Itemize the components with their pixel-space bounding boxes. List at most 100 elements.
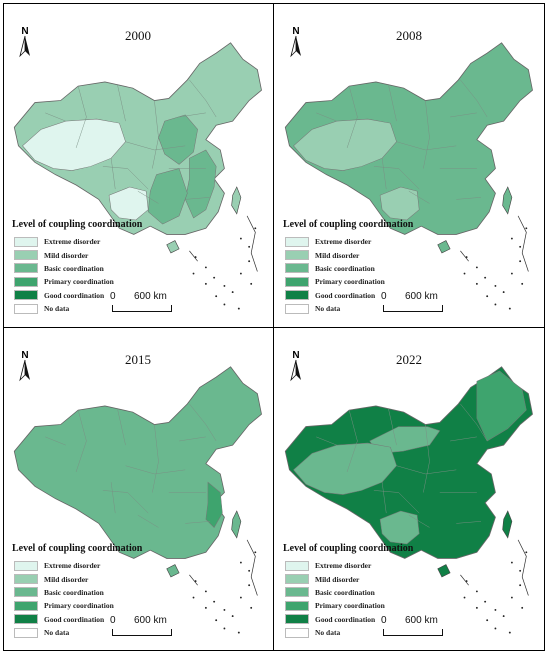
province-border (381, 482, 387, 514)
region-east-coast (185, 149, 217, 219)
province-border (75, 86, 87, 148)
island (502, 186, 513, 215)
province-border (373, 490, 420, 514)
legend-label: Basic coordination (44, 587, 104, 597)
region-tibet-qinghai (22, 118, 126, 171)
province-border (456, 197, 482, 200)
sea-island-dot (510, 561, 513, 564)
sea-island-dot (521, 282, 524, 285)
sea-island-dot (223, 627, 226, 630)
legend-swatch (14, 627, 38, 638)
legend: Extreme disorder Mild disorder Basic coord… (14, 235, 114, 315)
sea-island-dot (486, 619, 489, 622)
sea-island-dot (250, 606, 253, 609)
scale-distance: 600 km (405, 615, 438, 626)
province-border (125, 141, 186, 151)
scale-bar: 0 600 km (110, 291, 200, 319)
province-border (346, 86, 358, 148)
sea-island-dot (494, 627, 497, 630)
sea-island-dot (237, 631, 240, 634)
island (437, 564, 451, 578)
province-border (189, 403, 217, 442)
legend-swatch (285, 290, 309, 301)
province-border (450, 112, 477, 118)
province-border (346, 410, 358, 472)
sea-boundary-dash (460, 215, 529, 272)
province-border (450, 436, 477, 442)
region-jiangsu-zhejiang (205, 481, 223, 528)
map-panel-2000: 2000 N Level of coupling coordination Ex… (4, 4, 272, 326)
legend-swatch (285, 627, 309, 638)
legend-swatch (14, 614, 38, 625)
legend-title: Level of coupling coordination (283, 543, 414, 554)
north-arrow-icon: N (19, 350, 30, 382)
legend-label: Good coordination (315, 614, 376, 624)
sea-island-dot (239, 237, 242, 240)
island (231, 510, 242, 539)
province-border (456, 521, 482, 524)
province-border (179, 112, 206, 118)
province-border (45, 112, 66, 122)
province-border (110, 482, 116, 514)
sea-island-dot (463, 272, 466, 275)
province-border (117, 83, 126, 122)
sea-boundary-dash (189, 539, 258, 596)
province-border (152, 424, 159, 493)
legend-item: Primary coordination (285, 599, 385, 612)
province-border (125, 465, 186, 475)
province-border (185, 521, 211, 524)
legend-item: Extreme disorder (285, 235, 385, 248)
sea-island-dot (475, 266, 478, 269)
sea-island-dot (239, 272, 242, 275)
map-panel-2015: 2015 N Level of coupling coordination Ex… (4, 328, 272, 650)
china-map (13, 366, 262, 634)
province-border (460, 79, 488, 118)
legend-swatch (285, 587, 309, 598)
province-border (408, 190, 430, 204)
sea-island-dot (484, 276, 487, 279)
sea-island-dot (525, 551, 528, 554)
scale-bar: 0 600 km (381, 615, 471, 643)
sea-island-dot (502, 615, 505, 618)
sea-island-dot (519, 584, 522, 587)
legend-label: Basic coordination (44, 263, 104, 273)
legend-swatch (14, 250, 38, 261)
legend-item: Good coordination (14, 289, 114, 302)
legend-label: Good coordination (44, 614, 105, 624)
island (437, 240, 451, 254)
legend-swatch (14, 263, 38, 274)
sea-boundary-dash (189, 215, 258, 272)
sea-island-dot (192, 272, 195, 275)
sea-island-dot (231, 615, 234, 618)
legend-item: Extreme disorder (285, 559, 385, 572)
legend-item: Good coordination (285, 289, 385, 302)
island (502, 510, 513, 539)
sea-island-dot (521, 606, 524, 609)
sea-island-dot (484, 600, 487, 603)
north-label: N (292, 26, 299, 37)
region-north-china-plain (158, 114, 198, 165)
sea-island-dot (250, 282, 253, 285)
scale-zero: 0 (381, 291, 387, 302)
province-border (75, 410, 87, 472)
scale-distance: 600 km (134, 291, 167, 302)
island (166, 564, 180, 578)
legend-item: No data (14, 626, 114, 639)
legend-item: Good coordination (285, 613, 385, 626)
legend-label: Extreme disorder (44, 561, 101, 571)
sea-island-dot (494, 303, 497, 306)
province-border (373, 166, 420, 190)
sea-boundary-dash (460, 539, 529, 596)
legend-swatch (14, 303, 38, 314)
legend-swatch (285, 250, 309, 261)
legend-item: No data (14, 302, 114, 315)
sea-island-dot (486, 295, 489, 298)
sea-island-dot (519, 245, 522, 248)
province-border (179, 436, 206, 442)
scale-bar-line (383, 629, 443, 636)
sea-island-dot (510, 596, 513, 599)
region-tibet-qinghai (293, 118, 397, 171)
province-border (102, 490, 149, 514)
legend-swatch (285, 574, 309, 585)
legend-item: Basic coordination (285, 586, 385, 599)
